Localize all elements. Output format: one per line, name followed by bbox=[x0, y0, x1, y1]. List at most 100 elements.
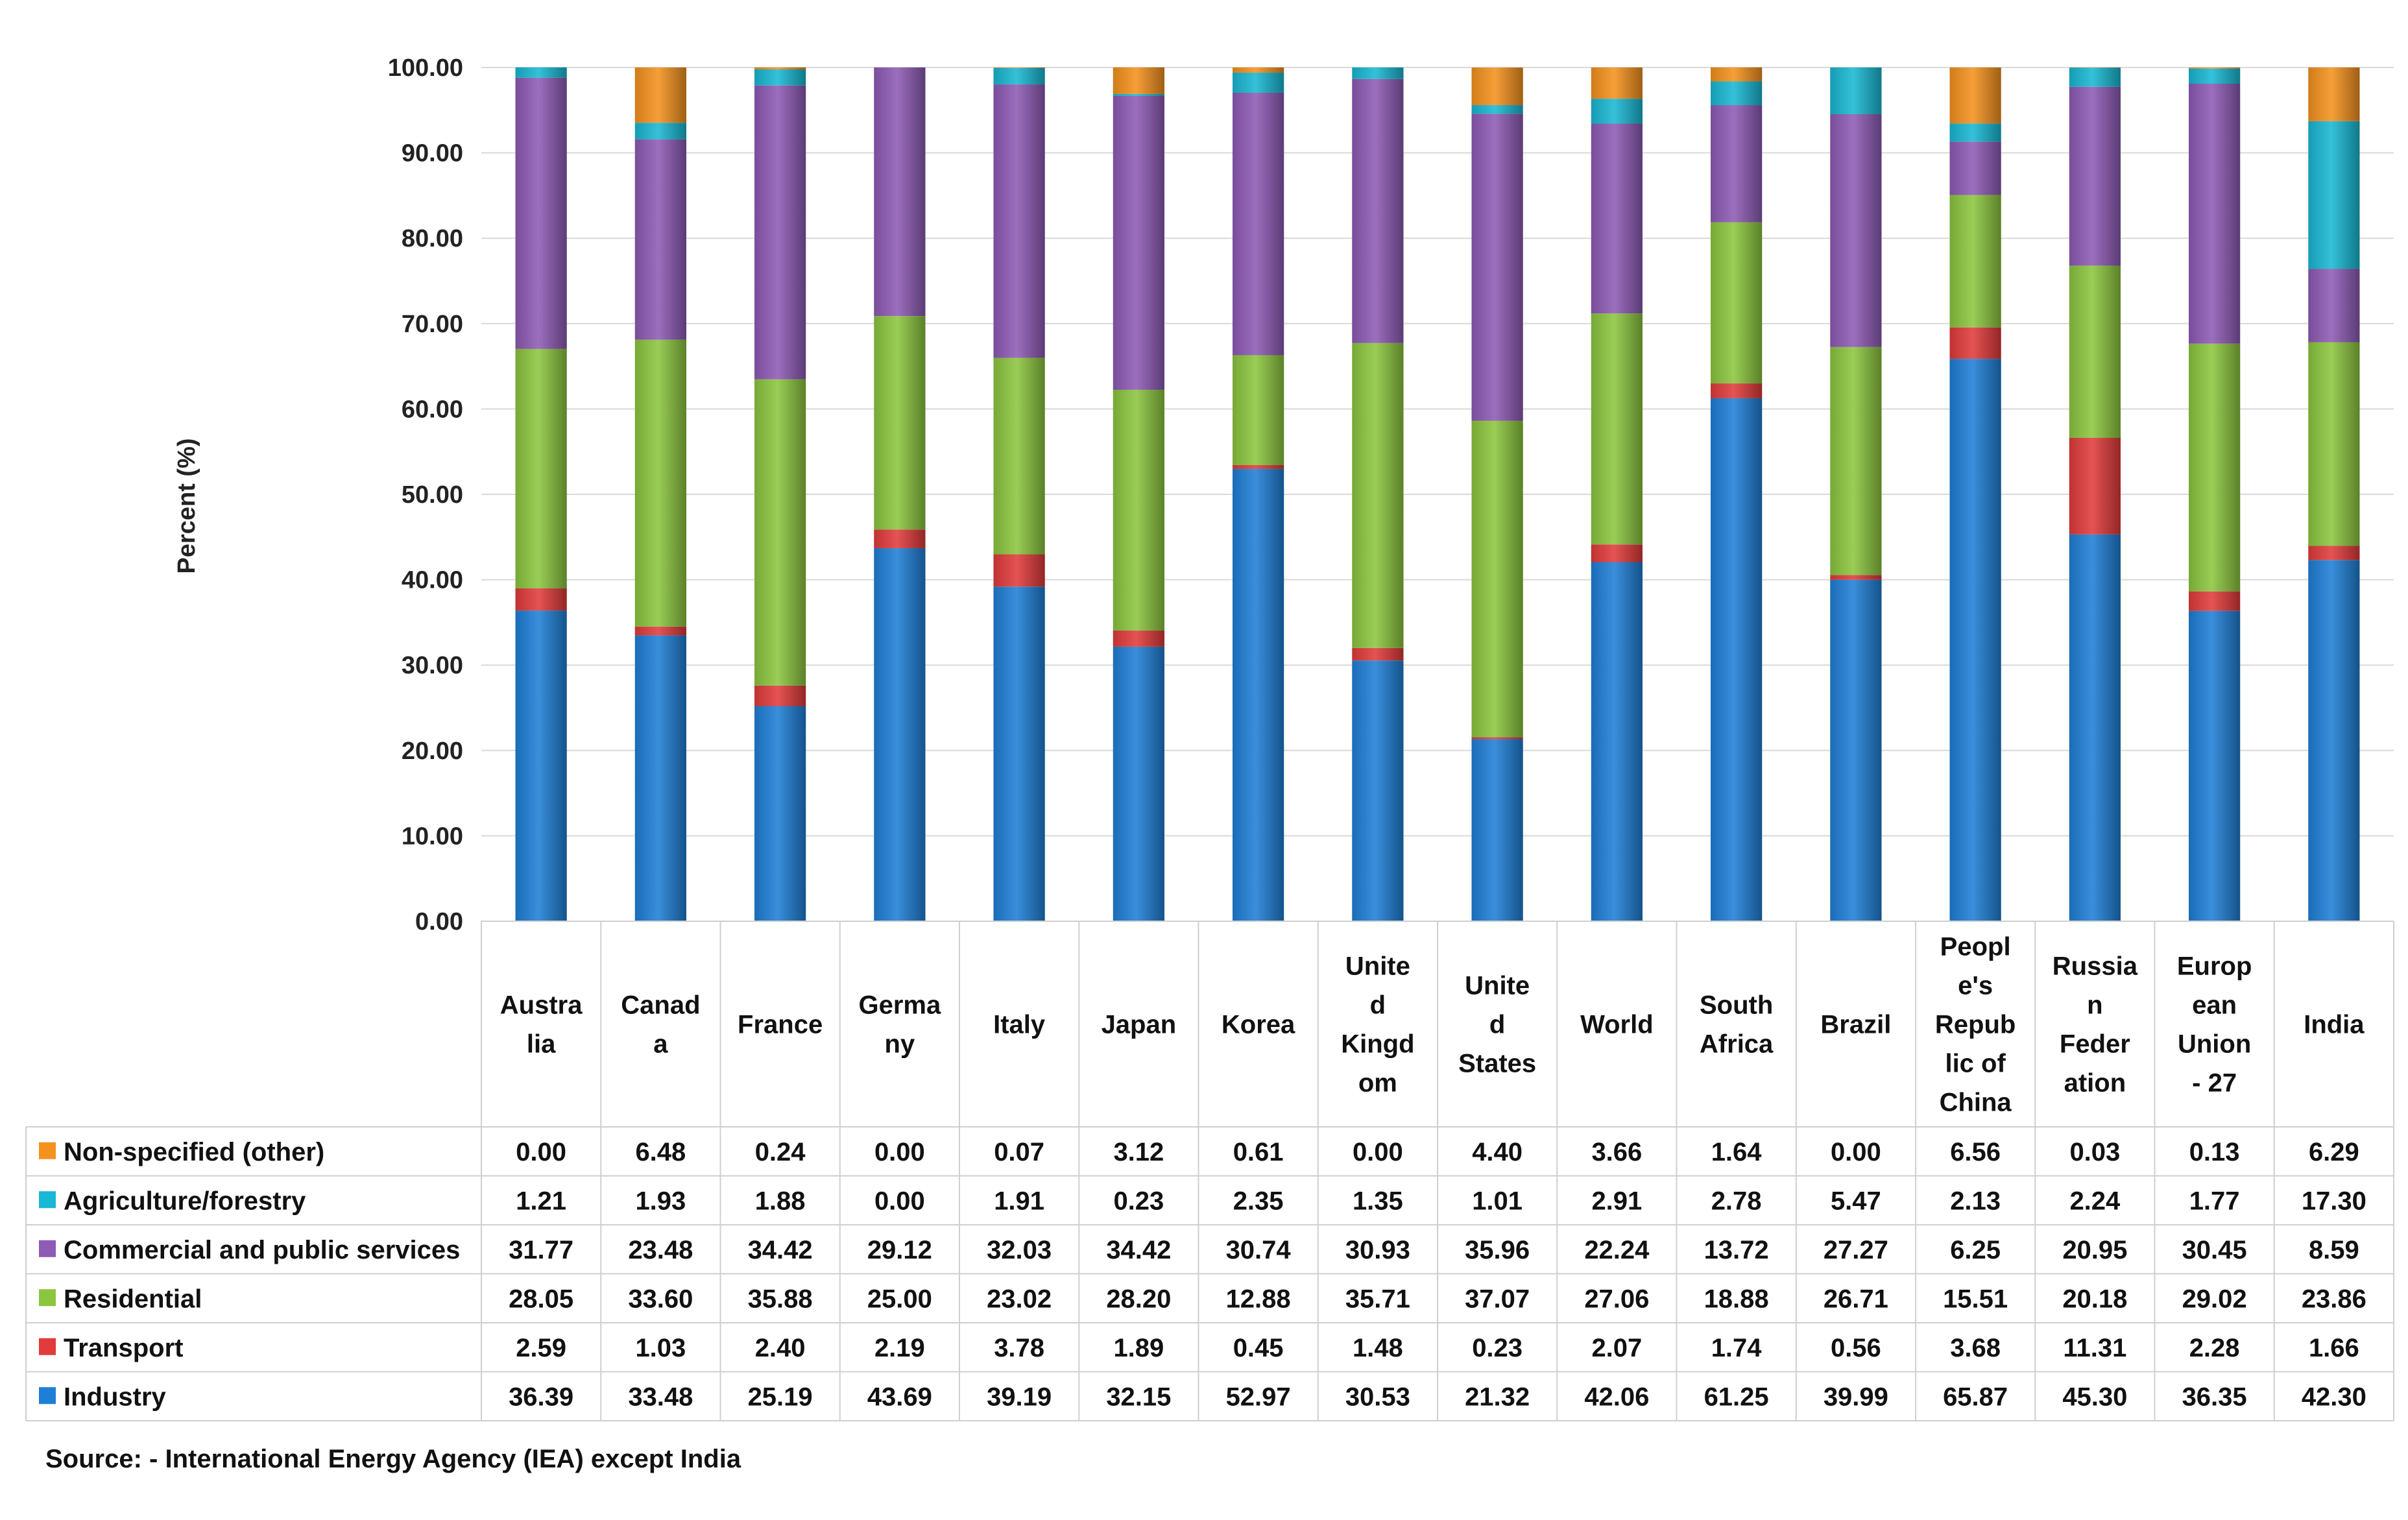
source-note: Source: - International Energy Agency (I… bbox=[45, 1445, 741, 1473]
y-axis-label: Percent (%) bbox=[173, 438, 200, 573]
bar-segment bbox=[994, 67, 1045, 68]
bar-segment bbox=[874, 548, 925, 921]
data-cell: 1.74 bbox=[1711, 1334, 1763, 1362]
data-cell: 31.77 bbox=[509, 1236, 573, 1264]
data-cell: 0.23 bbox=[1472, 1334, 1523, 1362]
category-label: China bbox=[1940, 1089, 2012, 1117]
data-cell: 61.25 bbox=[1704, 1382, 1769, 1411]
data-cell: 37.07 bbox=[1465, 1285, 1530, 1313]
bar-segment bbox=[635, 67, 686, 123]
data-cell: 20.18 bbox=[2062, 1285, 2127, 1313]
row-label: Transport bbox=[64, 1334, 183, 1362]
data-cell: 30.53 bbox=[1345, 1382, 1410, 1411]
bar-segment bbox=[2308, 67, 2359, 121]
bar-segment bbox=[1233, 355, 1284, 465]
category-label: a bbox=[653, 1030, 668, 1059]
data-cell: 43.69 bbox=[867, 1382, 932, 1411]
y-tick-label: 80.00 bbox=[402, 225, 463, 252]
data-cell: 1.21 bbox=[516, 1187, 566, 1215]
bar-segment bbox=[1830, 575, 1881, 579]
bar-segment bbox=[1472, 737, 1523, 739]
data-cell: 2.59 bbox=[516, 1334, 566, 1362]
data-cell: 28.20 bbox=[1106, 1285, 1171, 1313]
bar-segment bbox=[1472, 67, 1523, 105]
category-label: Union bbox=[2178, 1030, 2251, 1059]
category-label: Japan bbox=[1102, 1011, 1177, 1039]
data-cell: 39.99 bbox=[1824, 1382, 1888, 1411]
bar-segment bbox=[1113, 631, 1164, 647]
bar-segment bbox=[2189, 84, 2240, 344]
category-label: India bbox=[2304, 1011, 2365, 1039]
data-cell: 2.40 bbox=[755, 1334, 806, 1362]
category-label: ny bbox=[885, 1030, 915, 1059]
data-cell: 28.05 bbox=[509, 1285, 573, 1313]
bar-segment bbox=[635, 635, 686, 921]
bar-segment bbox=[1591, 544, 1643, 562]
bar-segment bbox=[2189, 69, 2240, 84]
bar-segment bbox=[1352, 67, 1403, 79]
data-cell: 35.88 bbox=[748, 1285, 813, 1313]
data-cell: 2.19 bbox=[874, 1334, 925, 1362]
data-cell: 52.97 bbox=[1226, 1382, 1291, 1411]
data-cell: 1.01 bbox=[1472, 1187, 1523, 1215]
bar-segment bbox=[1352, 648, 1403, 660]
bar-segment bbox=[2189, 67, 2240, 69]
data-cell: 0.23 bbox=[1113, 1187, 1164, 1215]
legend-key bbox=[39, 1191, 56, 1208]
category-label: France bbox=[738, 1011, 823, 1039]
data-cell: 1.77 bbox=[2189, 1187, 2240, 1215]
bar-segment bbox=[754, 69, 806, 86]
category-label: d bbox=[1370, 991, 1386, 1020]
bar-segment bbox=[874, 316, 925, 529]
data-cell: 33.60 bbox=[628, 1285, 693, 1313]
data-cell: 1.88 bbox=[755, 1187, 806, 1215]
data-cell: 36.35 bbox=[2182, 1382, 2247, 1411]
bar-segment bbox=[2189, 344, 2240, 592]
bar-segment bbox=[1830, 580, 1881, 921]
data-cell: 5.47 bbox=[1831, 1187, 1881, 1215]
data-cell: 35.71 bbox=[1345, 1285, 1410, 1313]
bar-segment bbox=[1830, 347, 1881, 575]
bar-segment bbox=[1233, 469, 1284, 921]
data-cell: 3.66 bbox=[1591, 1138, 1642, 1166]
bar-segment bbox=[994, 358, 1045, 555]
bar-segment bbox=[754, 686, 806, 706]
category-label: e's bbox=[1958, 972, 1993, 1000]
data-cell: 6.48 bbox=[635, 1138, 686, 1166]
data-cell: 2.35 bbox=[1233, 1187, 1284, 1215]
data-cell: 2.24 bbox=[2069, 1187, 2121, 1215]
bar-segment bbox=[2308, 121, 2359, 269]
data-cell: 18.88 bbox=[1704, 1285, 1769, 1313]
bar-segment bbox=[2069, 438, 2121, 535]
category-label: n bbox=[2087, 991, 2102, 1020]
legend-key bbox=[39, 1240, 56, 1257]
data-cell: 3.68 bbox=[1950, 1334, 2001, 1362]
data-cell: 2.07 bbox=[1591, 1334, 1642, 1362]
data-cell: 1.48 bbox=[1353, 1334, 1403, 1362]
category-label: Feder bbox=[2060, 1030, 2130, 1059]
category-label: Russia bbox=[2053, 952, 2138, 981]
bar-segment bbox=[1472, 105, 1523, 114]
bar-segment bbox=[2308, 342, 2359, 546]
data-cell: 30.74 bbox=[1226, 1236, 1292, 1264]
category-label: South bbox=[1700, 991, 1773, 1020]
category-label: World bbox=[1580, 1011, 1654, 1039]
data-cell: 34.42 bbox=[748, 1236, 813, 1264]
data-cell: 1.89 bbox=[1113, 1334, 1164, 1362]
data-cell: 0.61 bbox=[1233, 1138, 1284, 1166]
bar-segment bbox=[874, 67, 925, 316]
bar-segment bbox=[1830, 114, 1881, 347]
category-label: om bbox=[1358, 1069, 1397, 1098]
bar-segment bbox=[1472, 114, 1523, 420]
data-cell: 11.31 bbox=[2063, 1334, 2126, 1362]
data-cell: 27.06 bbox=[1584, 1285, 1649, 1313]
category-label: - 27 bbox=[2192, 1069, 2237, 1098]
bar-segment bbox=[1711, 383, 1762, 398]
data-cell: 30.45 bbox=[2182, 1236, 2247, 1264]
bar-segment bbox=[1591, 562, 1643, 921]
y-tick-label: 0.00 bbox=[415, 908, 463, 935]
bar-segment bbox=[1711, 67, 1762, 82]
data-cell: 0.13 bbox=[2189, 1138, 2240, 1166]
data-cell: 0.03 bbox=[2069, 1138, 2120, 1166]
